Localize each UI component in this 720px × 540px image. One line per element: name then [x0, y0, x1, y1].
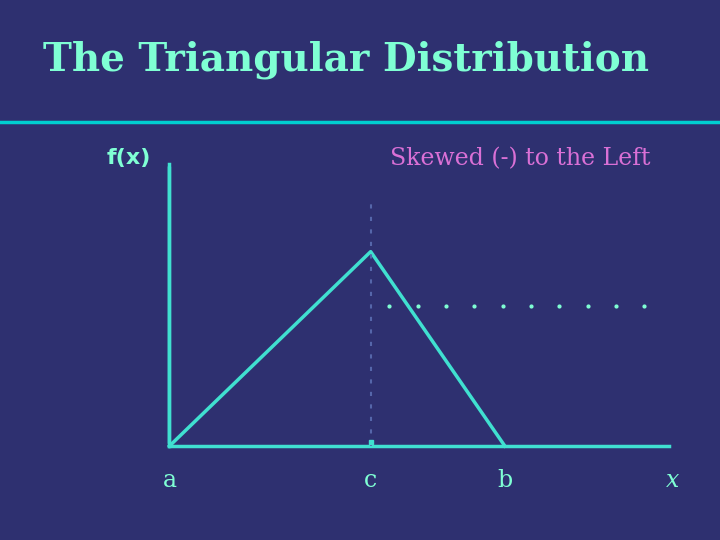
Text: a: a [163, 469, 176, 492]
Text: c: c [364, 469, 377, 492]
Text: x: x [666, 469, 679, 492]
Text: b: b [498, 469, 513, 492]
Text: The Triangular Distribution: The Triangular Distribution [43, 40, 649, 79]
Text: Skewed (-) to the Left: Skewed (-) to the Left [390, 147, 650, 170]
Text: f(x): f(x) [107, 148, 150, 168]
